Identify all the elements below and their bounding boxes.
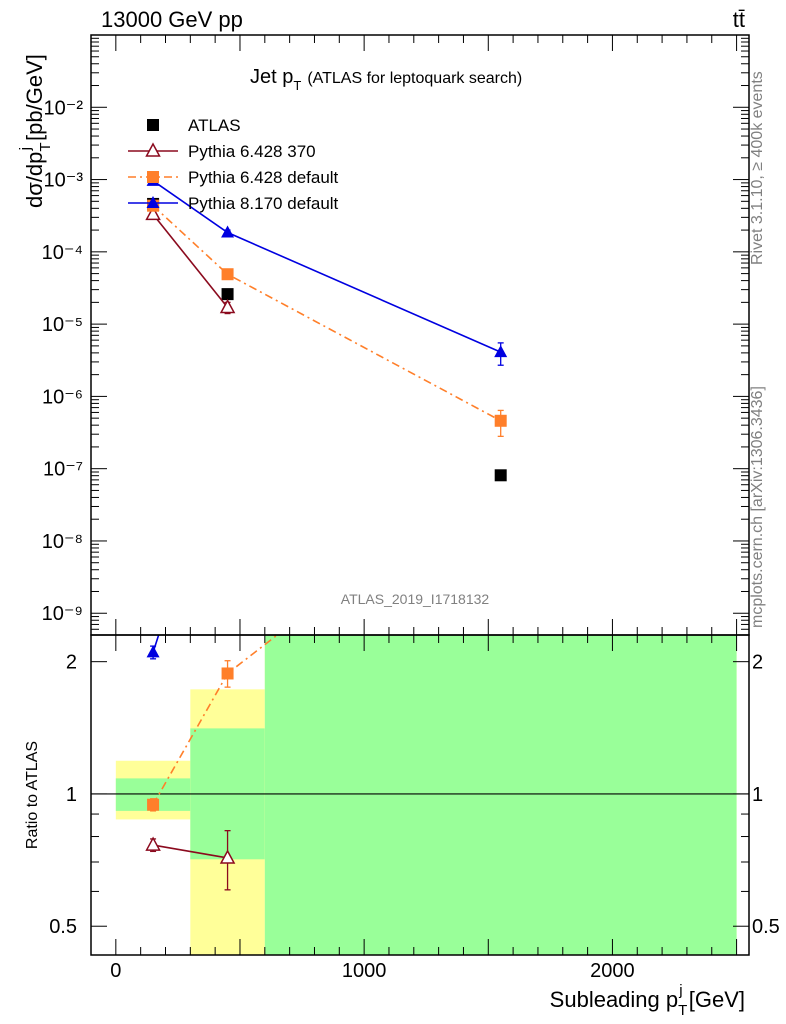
- plot-title-sub: T: [293, 78, 301, 93]
- data-point-pythia-6-428-370: [219, 298, 236, 314]
- data-point-pythia-8-170-default: [221, 225, 235, 238]
- x-label-unit: [GeV]: [683, 987, 745, 1012]
- data-point-pythia-6-428-default: [147, 798, 160, 811]
- data-point-pythia-8-170-default: [494, 40, 507, 52]
- analysis-watermark: ATLAS_2019_I1718132: [341, 591, 490, 607]
- legend-marker-atlas: [147, 119, 159, 131]
- top-y-tick-label: 10⁻⁴: [42, 242, 83, 264]
- mcplots-credit-label: mcplots.cern.ch [arXiv:1306.3436]: [749, 386, 766, 628]
- legend: ATLAS Pythia 6.428 370 Pythia 6.428 defaul…: [128, 116, 339, 213]
- legend-marker-pythia-8-170-default: [146, 196, 160, 208]
- x-axis-label: Subleading pTj [GeV]: [550, 982, 745, 1019]
- plot-title: Jet pT (ATLAS for leptoquark search): [250, 66, 522, 93]
- top-y-label-unit: [pb/GeV]: [22, 54, 47, 147]
- top-y-tick-label: 10⁻²: [44, 97, 84, 119]
- ratio-y-tick-label: 1: [66, 784, 77, 806]
- series-line-pythia-6-428-370: [152, 844, 228, 859]
- series-line-pythia-6-428-370: [152, 213, 229, 308]
- ratio-y-tick-label: 2: [66, 652, 77, 674]
- top-y-label-sup: j: [17, 147, 34, 151]
- series-line-pythia-8-170-default: [152, 635, 160, 653]
- top-y-axis-label: dσ/dpTj [pb/GeV]: [17, 54, 54, 208]
- legend-label-pythia-6-428-default: Pythia 6.428 default: [188, 168, 339, 187]
- data-point-pythia-6-428-370: [145, 205, 161, 221]
- data-point-pythia-6-428-default: [221, 667, 234, 680]
- data-point-pythia-8-170-default: [494, 345, 508, 358]
- data-point-atlas: [221, 288, 234, 301]
- ratio-y-tick-label-right: 0.5: [752, 916, 780, 938]
- top-y-tick-label: 10⁻⁸: [42, 531, 83, 553]
- rivet-version-label: Rivet 3.1.10, ≥ 400k events: [749, 71, 766, 265]
- ratio-y-tick-label: 0.5: [49, 916, 77, 938]
- top-y-tick-label: 10⁻³: [44, 170, 84, 192]
- x-label-sub: T: [678, 1002, 687, 1019]
- legend-label-pythia-8-170-default: Pythia 8.170 default: [188, 194, 339, 213]
- data-point-pythia-8-170-default: [146, 645, 160, 658]
- top-y-label-main: dσ/dp: [22, 152, 47, 208]
- ratio-y-tick-label-right: 2: [752, 652, 763, 674]
- data-point-atlas: [494, 469, 507, 482]
- top-y-tick-label: 10⁻⁹: [42, 603, 83, 625]
- axis-tick-labels: 10⁻⁹ 10⁻⁸ 10⁻⁷ 10⁻⁶ 10⁻⁵ 10⁻⁴ 10⁻³ 10⁻² 0.5 0.5 1 1…: [42, 97, 780, 982]
- legend-marker-pythia-6-428-370: [145, 142, 161, 157]
- data-point-pythia-6-428-default: [494, 414, 507, 427]
- x-label-sup: j: [678, 982, 682, 999]
- top-y-tick-label: 10⁻⁵: [42, 314, 83, 336]
- ratio-series-layer: [145, 40, 507, 891]
- top-series-layer: [145, 173, 508, 482]
- green-band-2: [264, 635, 737, 955]
- data-point-pythia-6-428-default: [221, 268, 234, 281]
- x-tick-label: 1000: [342, 960, 387, 982]
- data-point-pythia-6-428-370: [219, 849, 236, 864]
- top-y-label-sub: T: [37, 142, 54, 151]
- ratio-panel-frame: [90, 634, 750, 956]
- legend-marker-pythia-6-428-default: [147, 171, 159, 183]
- legend-label-pythia-6-428-370: Pythia 6.428 370: [188, 142, 316, 161]
- x-label-main: Subleading p: [550, 987, 678, 1012]
- x-tick-label: 0: [110, 960, 121, 982]
- x-tick-label: 2000: [590, 960, 635, 982]
- data-point-pythia-6-428-default: [495, 456, 507, 468]
- plot-title-rest: (ATLAS for leptoquark search): [307, 70, 522, 87]
- ratio-y-tick-label-right: 1: [752, 784, 763, 806]
- ratio-y-axis-label: Ratio to ATLAS: [24, 741, 41, 849]
- plot-title-main: Jet p: [250, 66, 293, 88]
- top-y-tick-label: 10⁻⁷: [43, 459, 83, 481]
- header-process-label: tt̄: [733, 7, 745, 32]
- header-energy-label: 13000 GeV pp: [101, 7, 243, 32]
- ratio-uncertainty-bands: [91, 635, 749, 955]
- data-point-pythia-8-170-default: [221, 413, 234, 425]
- data-point-pythia-6-428-370: [145, 836, 161, 851]
- series-line-pythia-6-428-default: [152, 205, 502, 422]
- legend-label-atlas: ATLAS: [188, 116, 241, 135]
- top-y-tick-label: 10⁻⁶: [42, 386, 83, 408]
